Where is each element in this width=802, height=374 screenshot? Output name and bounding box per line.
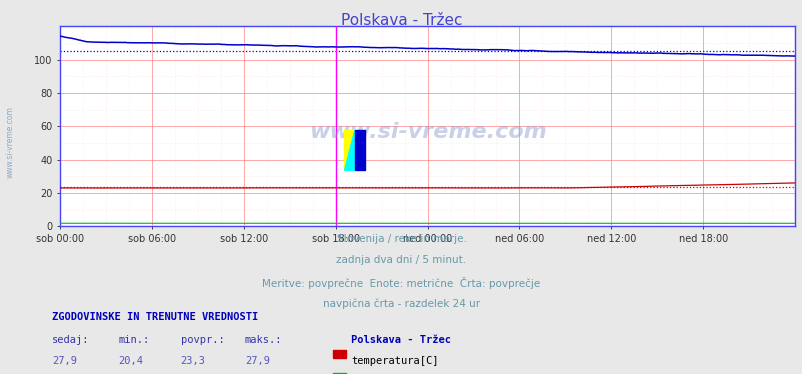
Text: navpična črta - razdelek 24 ur: navpična črta - razdelek 24 ur xyxy=(322,299,480,309)
Text: www.si-vreme.com: www.si-vreme.com xyxy=(308,122,546,142)
Text: min.:: min.: xyxy=(118,335,149,346)
Text: Polskava - Tržec: Polskava - Tržec xyxy=(350,335,451,346)
Bar xyxy=(354,130,365,170)
Text: Slovenija / reke in morje.: Slovenija / reke in morje. xyxy=(336,234,466,244)
Text: povpr.:: povpr.: xyxy=(180,335,224,346)
Text: temperatura[C]: temperatura[C] xyxy=(350,356,438,367)
Text: zadnja dva dni / 5 minut.: zadnja dva dni / 5 minut. xyxy=(336,255,466,266)
Text: 20,4: 20,4 xyxy=(118,356,143,367)
Polygon shape xyxy=(344,130,354,170)
Text: 23,3: 23,3 xyxy=(180,356,205,367)
Polygon shape xyxy=(344,130,354,170)
Text: ZGODOVINSKE IN TRENUTNE VREDNOSTI: ZGODOVINSKE IN TRENUTNE VREDNOSTI xyxy=(52,312,258,322)
Text: 27,9: 27,9 xyxy=(245,356,269,367)
Text: 27,9: 27,9 xyxy=(52,356,77,367)
Text: www.si-vreme.com: www.si-vreme.com xyxy=(6,106,15,178)
Text: maks.:: maks.: xyxy=(245,335,282,346)
Text: Meritve: povprečne  Enote: metrične  Črta: povprečje: Meritve: povprečne Enote: metrične Črta:… xyxy=(262,277,540,289)
Text: sedaj:: sedaj: xyxy=(52,335,90,346)
Text: Polskava - Tržec: Polskava - Tržec xyxy=(340,13,462,28)
